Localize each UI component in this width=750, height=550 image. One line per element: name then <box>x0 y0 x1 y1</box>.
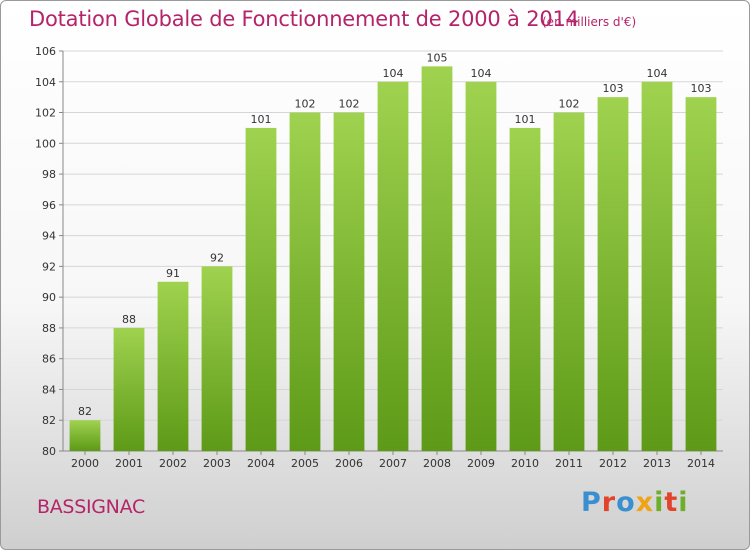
x-tick-label: 2009 <box>467 457 495 470</box>
bar <box>113 327 145 451</box>
y-tick-label: 102 <box>35 107 56 120</box>
bar-value-label: 103 <box>603 82 624 95</box>
x-tick-label: 2001 <box>115 457 143 470</box>
bar-value-label: 104 <box>471 67 492 80</box>
x-tick-label: 2008 <box>423 457 451 470</box>
logo-letter: P <box>581 487 602 518</box>
logo-letter: r <box>601 487 617 518</box>
bar-value-label: 102 <box>339 98 360 111</box>
bar-value-label: 82 <box>78 405 92 418</box>
bar-value-label: 102 <box>559 98 580 111</box>
bar <box>597 97 629 452</box>
x-tick-label: 2006 <box>335 457 363 470</box>
y-tick-label: 104 <box>35 76 56 89</box>
bar-value-label: 104 <box>383 67 404 80</box>
bar-value-label: 101 <box>251 113 272 126</box>
bar <box>685 97 717 452</box>
bar <box>421 66 453 451</box>
logo-letter: i <box>654 487 665 518</box>
bar-value-label: 92 <box>210 251 224 264</box>
bar-value-label: 105 <box>427 51 448 64</box>
y-tick-label: 94 <box>42 230 56 243</box>
bar <box>245 127 277 451</box>
bars <box>69 66 717 452</box>
logo-letter: o <box>616 487 636 518</box>
logo-letter: t <box>664 487 679 518</box>
y-tick-label: 82 <box>42 414 56 427</box>
bar <box>333 112 365 452</box>
bar <box>641 81 673 452</box>
x-tick-label: 2007 <box>379 457 407 470</box>
logo-letter: i <box>678 487 689 518</box>
bar <box>553 112 585 452</box>
proxiti-logo: Proxiti <box>581 487 689 518</box>
y-tick-label: 88 <box>42 322 56 335</box>
bar <box>201 266 233 451</box>
y-tick-label: 84 <box>42 383 56 396</box>
bar <box>157 281 189 451</box>
y-tick-label: 90 <box>42 291 56 304</box>
x-tick-label: 2004 <box>247 457 275 470</box>
bar-value-label: 103 <box>691 82 712 95</box>
bar <box>289 112 321 452</box>
bar-value-label: 104 <box>647 67 668 80</box>
bar-value-label: 101 <box>515 113 536 126</box>
y-tick-label: 100 <box>35 137 56 150</box>
y-tick-label: 98 <box>42 168 56 181</box>
y-tick-label: 80 <box>42 445 56 458</box>
x-tick-label: 2002 <box>159 457 187 470</box>
y-tick-label: 92 <box>42 260 56 273</box>
bar-value-label: 91 <box>166 267 180 280</box>
bar <box>377 81 409 452</box>
x-tick-label: 2013 <box>643 457 671 470</box>
y-tick-label: 96 <box>42 199 56 212</box>
chart-unit: (en milliers d'€) <box>542 15 637 29</box>
x-tick-label: 2005 <box>291 457 319 470</box>
bar <box>465 81 497 452</box>
commune-name: BASSIGNAC <box>37 496 145 518</box>
x-tick-label: 2014 <box>687 457 715 470</box>
data-labels: 82 88 91 92 101 102 102 104 105 104 101 102 103 104 10… <box>78 51 712 418</box>
bar <box>69 420 101 451</box>
bar <box>509 127 541 451</box>
y-tick-label: 86 <box>42 353 56 366</box>
bar-value-label: 88 <box>122 313 136 326</box>
axes: 80 82 84 86 88 90 92 94 96 98 100 102 104 106 2000 2001… <box>35 45 723 470</box>
x-tick-label: 2003 <box>203 457 231 470</box>
y-tick-label: 106 <box>35 45 56 58</box>
x-tick-label: 2010 <box>511 457 539 470</box>
x-tick-label: 2000 <box>71 457 99 470</box>
logo-letter: x <box>635 487 655 518</box>
x-tick-label: 2012 <box>599 457 627 470</box>
x-tick-label: 2011 <box>555 457 583 470</box>
bar-value-label: 102 <box>295 98 316 111</box>
chart-title: Dotation Globale de Fonctionnement de 20… <box>29 7 579 31</box>
